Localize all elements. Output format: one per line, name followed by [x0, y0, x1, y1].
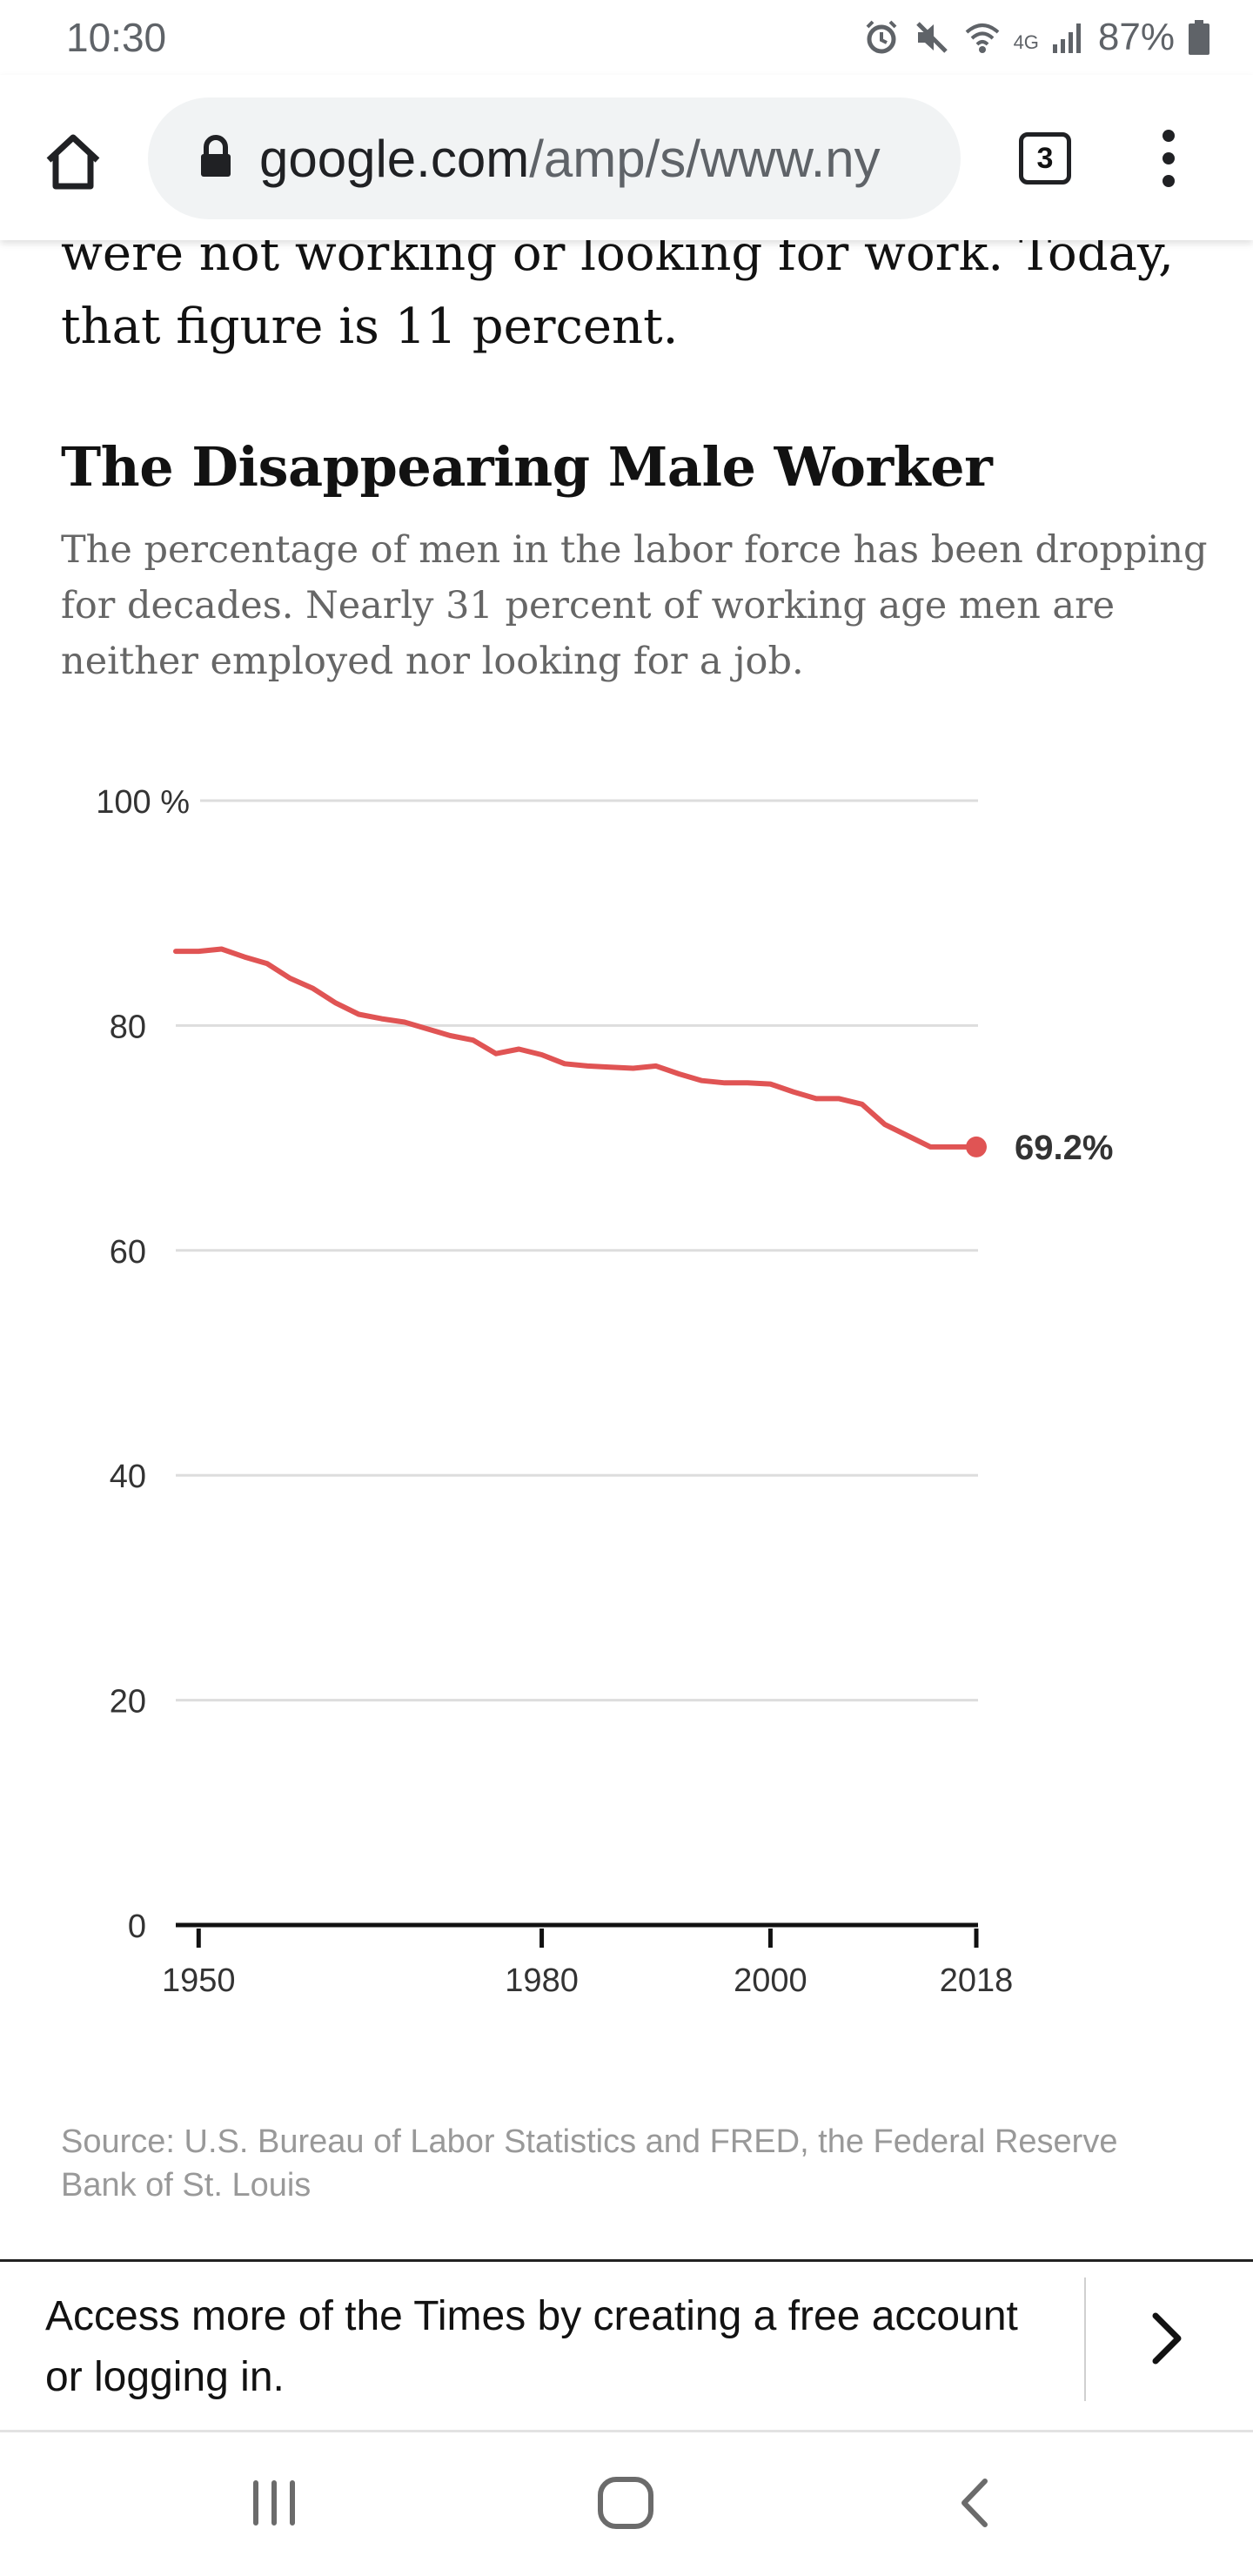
address-bar[interactable]: google.com/amp/s/www.ny	[148, 97, 961, 219]
tab-count: 3	[1036, 141, 1054, 175]
y-tick-label: 20	[110, 1684, 146, 1721]
battery-icon	[1187, 18, 1211, 57]
recent-apps-icon	[253, 2480, 295, 2526]
banner-divider	[0, 2259, 1253, 2262]
end-value-label: 69.2%	[1015, 1129, 1113, 1167]
home-nav-button[interactable]	[593, 2472, 659, 2538]
graphic-subtitle: The percentage of men in the labor force…	[61, 528, 1208, 683]
source-note: Source: U.S. Bureau of Labor Statistics …	[61, 2123, 1118, 2204]
signup-banner[interactable]: Access more of the Times by creating a f…	[0, 2262, 1253, 2431]
battery-level: 87%	[1097, 16, 1175, 58]
y-tick-label: 40	[110, 1459, 146, 1495]
end-point-marker	[966, 1136, 987, 1157]
url-host: google.com	[259, 129, 530, 188]
status-icons: 4G 87%	[862, 16, 1211, 59]
system-nav-bar	[0, 2432, 1253, 2576]
labor-force-chart: 0 20 40 60 80 100 % 1950 1980 2000 2018 69.2%	[96, 784, 1113, 1999]
chart-grid	[176, 799, 978, 1928]
home-icon	[46, 134, 100, 190]
signal-icon	[1051, 18, 1086, 57]
status-bar: 10:30 4G 87%	[0, 0, 1253, 75]
recent-apps-button[interactable]	[244, 2472, 305, 2538]
y-tick-label: 80	[110, 1009, 146, 1045]
x-tick-label: 2018	[940, 1962, 1014, 1999]
browser-menu-button[interactable]	[1149, 124, 1189, 193]
home-circle-icon	[598, 2477, 653, 2529]
mute-icon	[913, 18, 951, 57]
back-chevron-icon	[962, 2479, 988, 2527]
graphic-title: The Disappearing Male Worker	[61, 435, 993, 499]
wifi-icon	[963, 18, 1002, 57]
y-tick-label: 0	[128, 1909, 146, 1945]
browser-toolbar: google.com/amp/s/www.ny 3	[0, 75, 1253, 240]
url-text: google.com/amp/s/www.ny	[259, 129, 881, 189]
nav-divider	[0, 2430, 1253, 2432]
network-label: 4G	[1013, 31, 1039, 53]
url-path: /amp/s/www.ny	[529, 129, 881, 188]
x-tick-label: 2000	[734, 1962, 807, 1999]
x-tick-label: 1980	[505, 1962, 579, 1999]
x-tick-label: 1950	[162, 1962, 236, 1999]
lock-icon	[198, 134, 233, 183]
chevron-right-icon	[1152, 2312, 1182, 2365]
y-axis-ticks: 0 20 40 60 80 100 %	[96, 784, 190, 1945]
signup-text: Access more of the Times by creating a f…	[45, 2293, 1018, 2400]
signup-arrow-button[interactable]	[1131, 2304, 1201, 2373]
tab-switcher-button[interactable]: 3	[1019, 132, 1071, 184]
status-time: 10:30	[66, 15, 167, 60]
y-tick-label: 100 %	[96, 784, 190, 821]
back-button[interactable]	[945, 2472, 1006, 2538]
home-button[interactable]	[40, 129, 106, 195]
x-axis-ticks: 1950 1980 2000 2018	[162, 1929, 1013, 1999]
more-vert-icon	[1163, 130, 1175, 187]
signup-separator	[1084, 2277, 1086, 2401]
chart-series: 69.2%	[173, 946, 1113, 1167]
series-line	[173, 946, 979, 1150]
alarm-icon	[862, 18, 901, 57]
y-tick-label: 60	[110, 1234, 146, 1271]
